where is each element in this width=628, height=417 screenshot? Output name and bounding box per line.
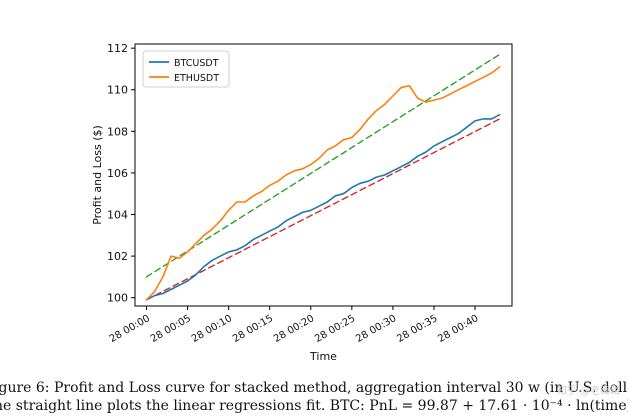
y-tick-label: 100 [107,292,128,305]
x-tick-label: 28 00:30 [354,313,398,345]
figure-caption-line-2: he straight line plots the linear regres… [0,398,628,414]
x-tick-label: 28 00:00 [108,313,152,345]
y-tick-label: 108 [107,125,128,138]
regression-line-eth [145,53,501,278]
regression-line-btc [145,118,501,301]
series-line-btcusdt [145,113,501,301]
plot-frame [134,43,513,307]
x-axis-label: Time [309,350,337,363]
x-tick-label: 28 00:40 [436,313,480,345]
series-line-ethusdt [145,66,501,301]
x-tick-label: 28 00:05 [149,313,193,345]
figure-caption-line-1: igure 6: Profit and Loss curve for stack… [0,380,628,396]
y-tick-label: 106 [107,167,128,180]
legend-label-btcusdt: BTCUSDT [174,58,219,69]
legend-box [142,50,230,88]
y-axis-label: Profit and Loss ($) [91,125,104,225]
watermark: 知乎 @老编辑 [556,386,620,397]
y-tick-label: 110 [107,84,128,97]
y-tick-label: 104 [107,209,128,222]
x-tick-label: 28 00:15 [231,313,275,345]
legend-label-ethusdt: ETHUSDT [174,73,219,84]
y-tick-label: 112 [107,42,128,55]
x-tick-label: 28 00:35 [395,313,439,345]
x-tick-label: 28 00:20 [272,313,316,345]
x-tick-label: 28 00:25 [313,313,357,345]
x-tick-label: 28 00:10 [190,313,234,345]
y-tick-label: 102 [107,250,128,263]
